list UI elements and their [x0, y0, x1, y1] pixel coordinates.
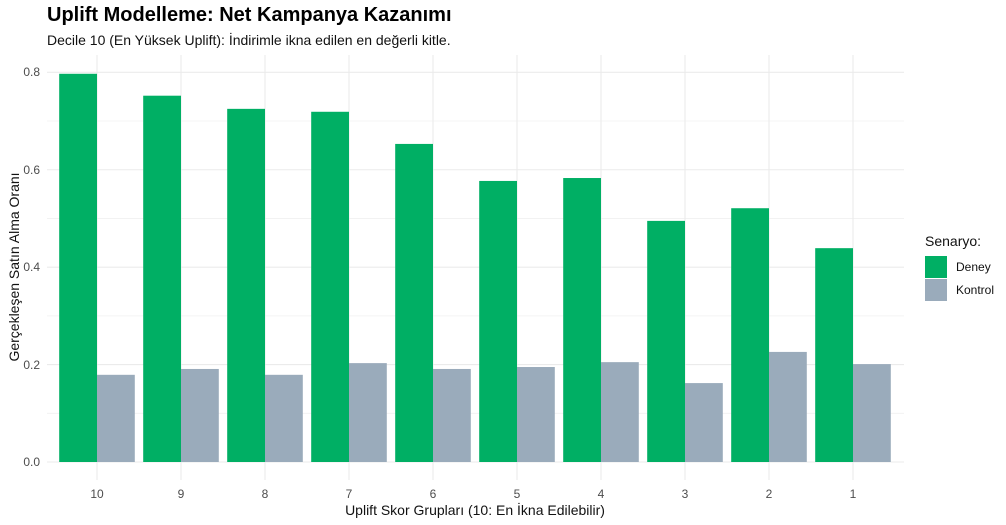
- legend-swatch-deney: [925, 255, 947, 278]
- bar-kontrol-5: [517, 367, 555, 462]
- bar-deney-5: [479, 180, 517, 462]
- x-tick-label: 10: [90, 487, 104, 501]
- y-tick-label: 0.4: [23, 260, 40, 275]
- bar-kontrol-8: [265, 374, 303, 462]
- x-tick-label: 1: [849, 487, 857, 501]
- legend-item-kontrol: Kontrol: [925, 278, 994, 301]
- bars: [59, 73, 891, 463]
- y-tick-label: 0.8: [23, 65, 40, 80]
- bar-deney-6: [395, 143, 433, 462]
- x-tick-label: 3: [681, 487, 689, 501]
- y-axis-label: Gerçekleşen Satın Alma Oranı: [6, 172, 22, 362]
- legend-label: Deney: [956, 259, 991, 274]
- chart-title: Uplift Modelleme: Net Kampanya Kazanımı: [47, 4, 452, 26]
- bar-kontrol-3: [685, 383, 723, 462]
- legend: Senaryo: Deney Kontrol: [925, 233, 994, 301]
- y-tick-label: 0.6: [23, 162, 40, 177]
- x-tick-label: 9: [177, 487, 185, 501]
- x-tick-label: 2: [765, 487, 773, 501]
- bar-kontrol-10: [97, 374, 135, 462]
- bar-deney-3: [647, 220, 685, 462]
- bar-kontrol-9: [181, 368, 219, 462]
- bar-deney-2: [731, 208, 769, 462]
- x-tick-label: 4: [597, 487, 605, 501]
- chart-subtitle: Decile 10 (En Yüksek Uplift): İndirimle …: [47, 32, 451, 48]
- x-tick-label: 6: [429, 487, 437, 501]
- legend-label: Kontrol: [956, 282, 995, 297]
- bar-deney-4: [563, 178, 601, 463]
- bar-kontrol-7: [349, 363, 387, 462]
- bar-deney-7: [311, 111, 349, 463]
- y-tick-label: 0.0: [23, 455, 40, 469]
- y-tick-label: 0.2: [23, 357, 40, 372]
- bar-kontrol-1: [853, 364, 891, 462]
- bar-kontrol-4: [601, 362, 639, 462]
- bar-deney-10: [59, 73, 97, 462]
- legend-item-deney: Deney: [925, 255, 994, 278]
- bar-kontrol-6: [433, 368, 471, 462]
- x-axis-label: Uplift Skor Grupları (10: En İkna Edileb…: [345, 502, 605, 518]
- bar-deney-9: [143, 95, 181, 462]
- bar-deney-1: [815, 248, 853, 462]
- x-tick-label: 8: [261, 487, 269, 501]
- legend-swatch-kontrol: [925, 278, 947, 301]
- bar-deney-8: [227, 108, 265, 462]
- x-tick-label: 5: [513, 487, 521, 501]
- x-tick-label: 7: [345, 487, 353, 501]
- legend-title: Senaryo:: [925, 233, 982, 249]
- bar-kontrol-2: [769, 351, 807, 462]
